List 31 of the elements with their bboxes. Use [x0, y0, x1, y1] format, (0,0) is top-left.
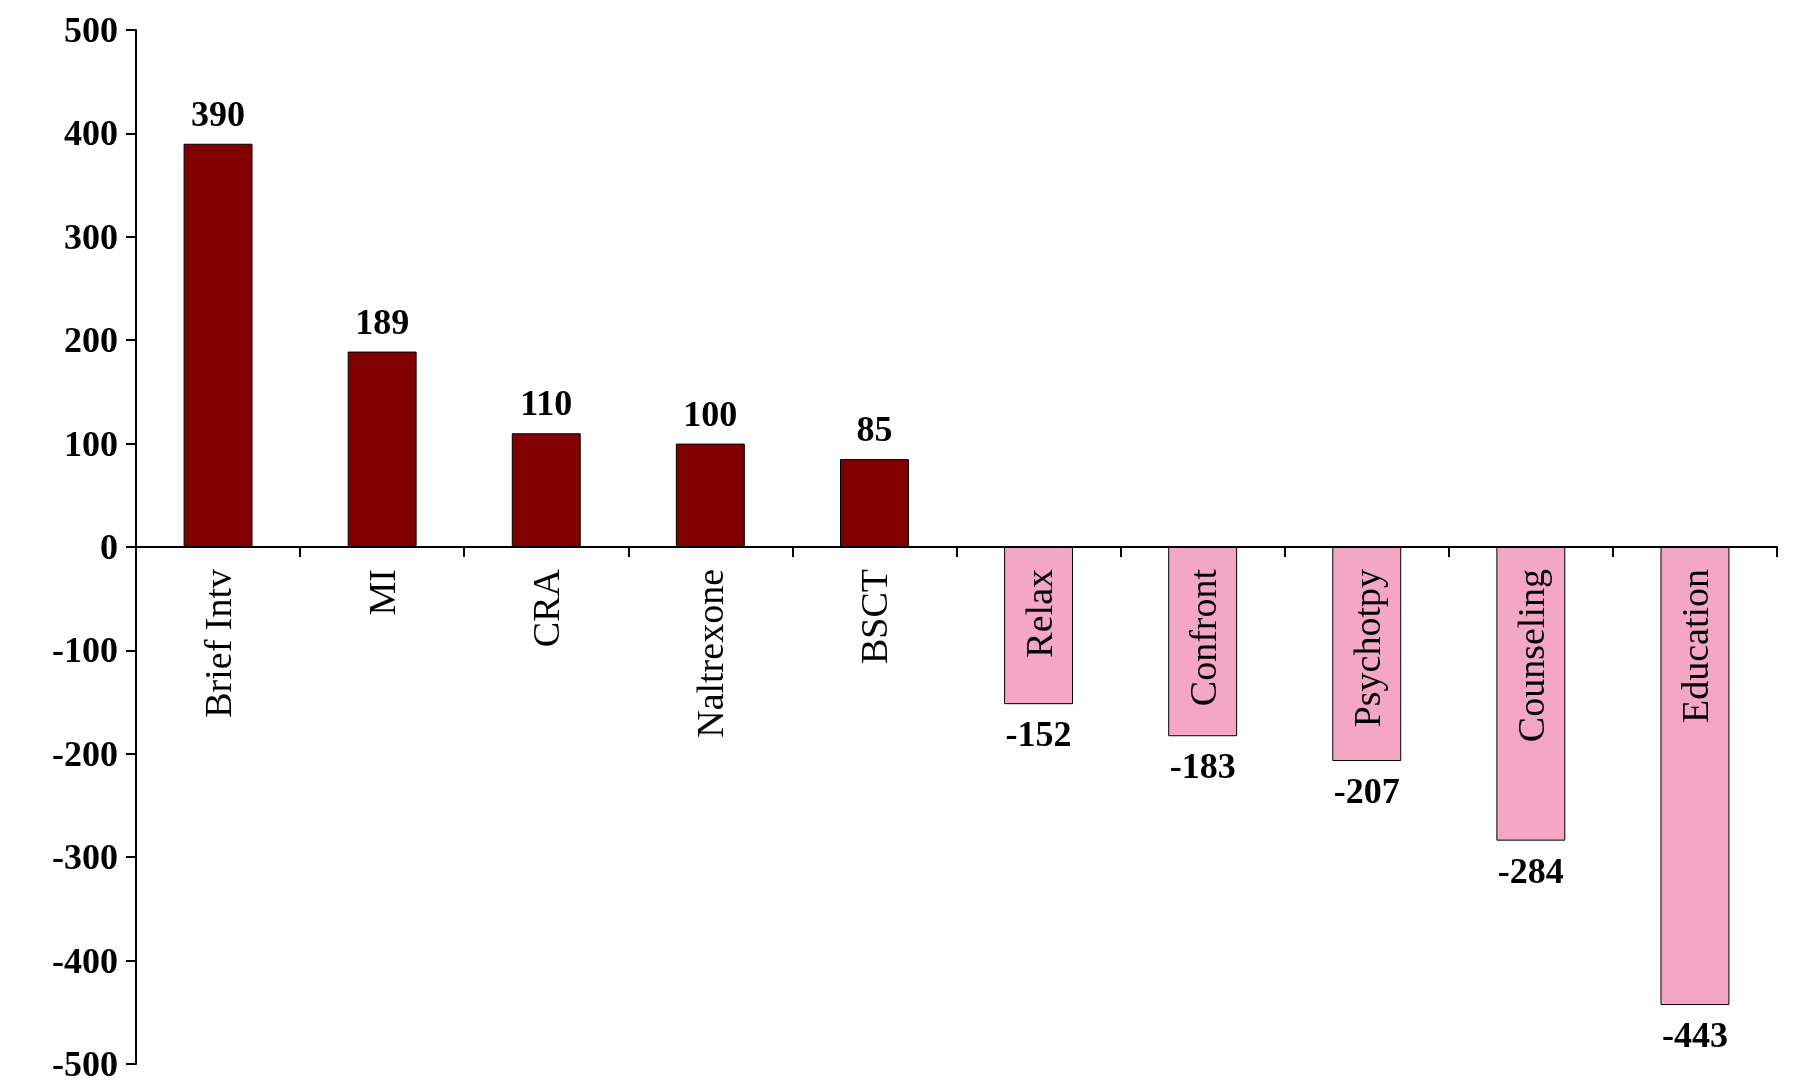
data-label: 110 [520, 383, 573, 424]
x-tick-label: CRA [525, 568, 568, 648]
data-label: -284 [1497, 850, 1564, 891]
x-tick-label: Brief Intv [197, 569, 240, 718]
data-label: 390 [191, 93, 246, 134]
y-tick-label: -200 [52, 733, 118, 774]
data-label: 100 [683, 393, 738, 434]
y-tick-label: -300 [52, 837, 118, 878]
y-tick-label: 400 [64, 113, 118, 154]
y-tick-label: 300 [64, 216, 118, 257]
data-label: -152 [1005, 714, 1072, 755]
x-tick-label: MI [361, 569, 404, 616]
y-tick-label: 0 [100, 527, 118, 567]
data-label: -207 [1333, 771, 1400, 812]
data-label: 85 [856, 409, 893, 450]
x-tick-label: Education [1673, 569, 1716, 724]
data-label: -183 [1169, 746, 1236, 787]
data-label: 189 [355, 301, 410, 342]
y-tick-label: -400 [52, 940, 118, 981]
x-tick-label: Naltrexone [689, 569, 732, 738]
y-tick-label: -100 [52, 630, 118, 671]
x-tick-label: Counseling [1509, 569, 1552, 743]
y-tick-label: -500 [52, 1044, 118, 1084]
data-label: -443 [1661, 1015, 1728, 1056]
y-tick-label: 100 [64, 423, 118, 464]
x-tick-label: BSCT [853, 569, 896, 665]
y-tick-label: 200 [64, 320, 118, 361]
x-tick-label: Relax [1017, 569, 1060, 658]
x-tick-label: Confront [1181, 568, 1224, 707]
y-tick-label: 500 [64, 10, 118, 50]
x-tick-label: Psychotpy [1345, 569, 1388, 728]
